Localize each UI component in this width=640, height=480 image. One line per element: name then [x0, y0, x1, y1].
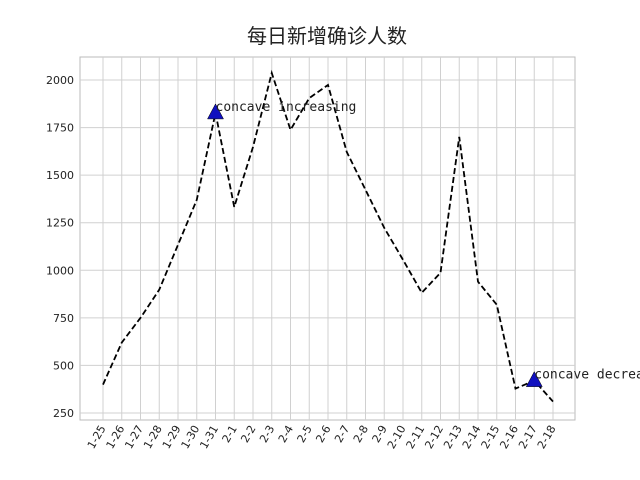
y-tick-label: 1750 [46, 122, 74, 135]
x-tick-label: 2-4 [276, 423, 296, 445]
x-tick-label: 1-30 [179, 423, 203, 451]
annotation: concave decreasing [534, 368, 640, 383]
x-tick-label: 2-16 [497, 423, 521, 451]
x-tick-label: 2-5 [295, 423, 315, 445]
x-tick-label: 2-7 [332, 423, 352, 445]
x-tick-label: 1-31 [197, 423, 221, 451]
y-tick-label: 1500 [46, 169, 74, 182]
x-tick-label: 1-26 [104, 423, 128, 451]
y-tick-label: 750 [53, 312, 74, 325]
marker [207, 103, 224, 120]
x-tick-label: 2-13 [441, 423, 465, 451]
x-tick-label: 2-10 [385, 423, 409, 451]
x-tick-label: 2-1 [220, 423, 240, 445]
x-tick-label: 2-15 [479, 423, 503, 451]
x-tick-label: 2-6 [313, 423, 333, 445]
x-tick-label: 2-12 [422, 423, 446, 451]
x-tick-label: 2-2 [238, 423, 258, 445]
x-tick-label: 2-11 [404, 423, 428, 451]
x-tick-label: 2-14 [460, 423, 484, 451]
y-tick-label: 2000 [46, 74, 74, 87]
chart-title: 每日新增确诊人数 [247, 24, 407, 48]
line [102, 69, 554, 403]
x-tick-label: 1-25 [85, 423, 109, 451]
y-tick-label: 250 [53, 407, 74, 420]
marker [525, 371, 543, 387]
x-tick-label: 1-28 [141, 423, 165, 451]
x-tick-label: 1-29 [160, 423, 184, 451]
x-tick-label: 1-27 [122, 423, 146, 451]
x-tick-label: 2-18 [535, 423, 559, 451]
x-tick-label: 2-17 [516, 423, 540, 451]
x-tick-label: 2-8 [351, 423, 371, 445]
y-tick-label: 1250 [46, 217, 74, 230]
x-tick-label: 2-3 [257, 423, 277, 445]
y-tick-label: 1000 [46, 264, 74, 277]
y-tick-label: 500 [53, 359, 74, 372]
annotation: concave increasing [216, 100, 357, 115]
